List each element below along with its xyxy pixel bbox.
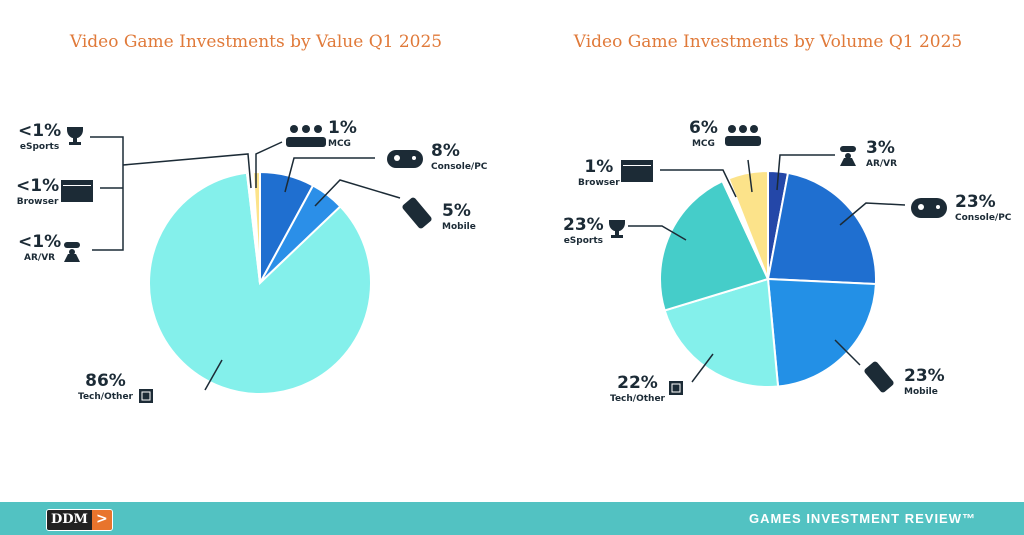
pie-slice-mcg (727, 169, 769, 280)
leader-lines (90, 136, 906, 391)
chip-icon (139, 389, 153, 403)
chip-icon (669, 381, 683, 395)
pie-value (148, 170, 372, 395)
pie-slice-esports (659, 179, 770, 312)
pie-slice-tech-other (663, 277, 780, 388)
label-tech-volume: 22% Tech/Other (610, 373, 665, 404)
label-esports-volume: 23% eSports (563, 215, 604, 246)
vr-headset-icon (64, 242, 80, 262)
pie-slice-mobile (766, 277, 877, 388)
trophy-icon (67, 127, 83, 145)
label-esports-value: <1% eSports (18, 121, 62, 152)
label-mobile-volume: 23% Mobile (904, 366, 945, 397)
label-arvr-value: <1% AR/VR (18, 232, 62, 263)
label-arvr-volume: 3% AR/VR (866, 138, 898, 169)
vr-headset-icon (840, 146, 856, 166)
pie-slice-console-pc (766, 171, 877, 286)
label-console-value: 8% Console/PC (431, 141, 488, 172)
mcg-people-icon (725, 125, 761, 146)
pie-volume (659, 169, 877, 388)
footer-bar: DDM > GAMES INVESTMENT REVIEW™ (0, 502, 1024, 535)
chart-title-value: Video Game Investments by Value Q1 2025 (69, 32, 443, 52)
mobile-phone-icon (402, 197, 432, 229)
pie-slice-tech-other (148, 171, 372, 395)
brand-name: GAMES INVESTMENT REVIEW™ (749, 511, 976, 526)
label-browser-volume: 1% Browser (578, 157, 620, 188)
trophy-icon (609, 220, 625, 238)
chart-title-volume: Video Game Investments by Volume Q1 2025 (573, 32, 963, 52)
label-browser-value: <1% Browser (16, 176, 60, 207)
gamepad-icon (911, 198, 947, 218)
ddm-logo: DDM > (46, 509, 113, 531)
browser-icon (61, 180, 93, 202)
mcg-people-icon (286, 125, 326, 147)
label-mcg-value: 1% MCG (328, 118, 357, 149)
label-mcg-volume: 6% MCG (689, 118, 718, 149)
browser-icon (621, 160, 653, 182)
label-console-volume: 23% Console/PC (955, 192, 1012, 223)
mobile-phone-icon (864, 361, 894, 393)
label-tech-value: 86% Tech/Other (78, 371, 133, 402)
gamepad-icon (387, 150, 423, 168)
label-mobile-value: 5% Mobile (442, 201, 476, 232)
